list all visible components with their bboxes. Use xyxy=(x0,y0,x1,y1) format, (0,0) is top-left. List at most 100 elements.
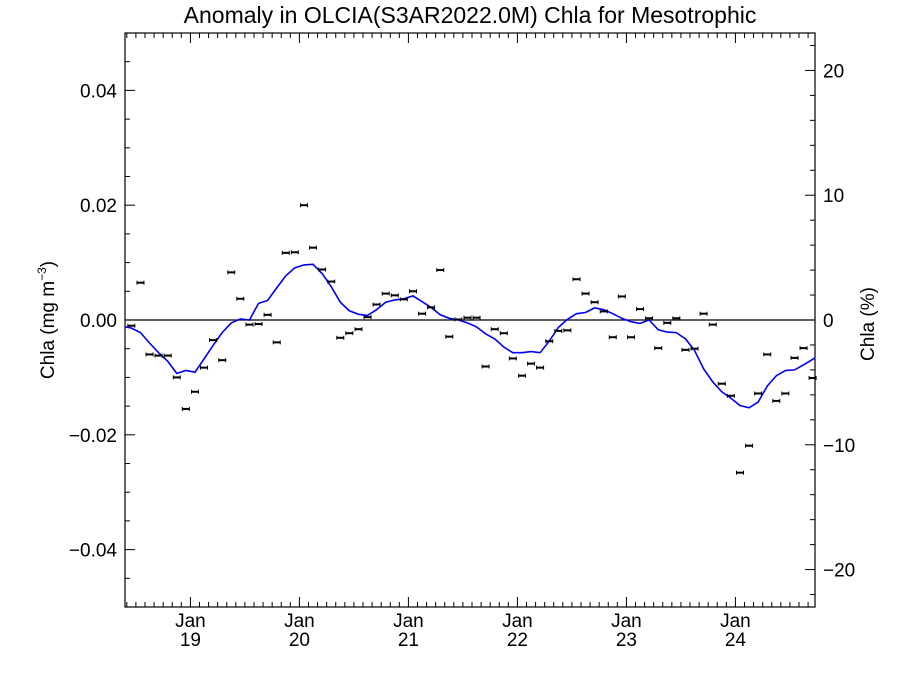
data-point xyxy=(545,339,554,344)
x-tick-label-month: Jan xyxy=(393,611,424,632)
y-tick-label-left: −0.02 xyxy=(69,426,117,447)
data-point xyxy=(390,293,399,298)
data-point xyxy=(508,356,517,361)
data-point xyxy=(209,338,218,343)
data-point xyxy=(736,470,745,475)
data-point xyxy=(681,347,690,352)
data-point xyxy=(381,291,390,296)
data-point xyxy=(481,364,490,369)
x-tick-label-month: Jan xyxy=(611,611,642,632)
data-point xyxy=(699,311,708,316)
data-point xyxy=(445,334,454,339)
y-axis-label-left: Chla (mg m−3) xyxy=(35,261,59,379)
x-tick-label-year: 23 xyxy=(616,630,637,651)
data-point xyxy=(163,353,172,358)
data-point xyxy=(572,277,581,282)
data-point xyxy=(408,289,417,294)
data-point xyxy=(790,355,799,360)
data-point xyxy=(627,335,635,340)
data-point xyxy=(354,327,363,332)
data-point xyxy=(263,312,272,317)
data-point xyxy=(590,300,599,305)
data-point xyxy=(563,328,572,333)
data-point xyxy=(254,322,263,327)
data-point xyxy=(472,315,481,320)
data-point xyxy=(127,323,136,328)
y-tick-label-right: −20 xyxy=(823,561,855,582)
x-tick-label-month: Jan xyxy=(284,611,315,632)
y-tick-label-right: 10 xyxy=(823,186,844,207)
y-tick-label-left: 0.02 xyxy=(80,196,117,217)
data-point xyxy=(527,361,536,366)
data-point xyxy=(645,316,654,321)
data-point xyxy=(517,373,526,378)
data-point xyxy=(754,391,763,396)
data-point xyxy=(581,291,590,296)
x-tick-label-month: Jan xyxy=(175,611,206,632)
data-point xyxy=(672,316,681,321)
data-point xyxy=(636,307,645,312)
data-point xyxy=(772,398,781,403)
data-point xyxy=(781,391,790,396)
data-point xyxy=(427,305,436,310)
data-point xyxy=(327,279,336,284)
data-point xyxy=(272,340,281,345)
data-point xyxy=(363,315,372,320)
x-tick-label-year: 19 xyxy=(180,630,201,651)
data-point xyxy=(418,311,427,316)
data-point xyxy=(690,346,699,351)
x-tick-label-year: 20 xyxy=(289,630,310,651)
data-point xyxy=(554,328,563,333)
data-point xyxy=(608,335,617,340)
x-tick-label-year: 21 xyxy=(398,630,419,651)
data-point xyxy=(245,322,254,327)
data-point xyxy=(399,297,408,302)
data-point xyxy=(181,406,190,411)
data-point xyxy=(763,352,772,357)
smoothed-anomaly-line xyxy=(124,263,816,409)
data-point xyxy=(808,375,817,380)
data-point xyxy=(336,335,345,340)
y-tick-label-left: 0.00 xyxy=(80,311,117,332)
data-point xyxy=(663,320,672,325)
y-tick-label-left: 0.04 xyxy=(80,81,117,102)
data-point xyxy=(145,352,154,357)
data-point xyxy=(290,250,299,255)
data-point xyxy=(345,331,354,336)
data-point xyxy=(136,280,145,285)
data-point xyxy=(172,375,181,380)
data-point xyxy=(463,315,472,320)
y-tick-label-right: −10 xyxy=(823,436,855,457)
y-tick-label-right: 0 xyxy=(823,311,834,332)
data-point xyxy=(617,294,626,299)
x-tick-label-year: 22 xyxy=(507,630,528,651)
x-tick-label-year: 24 xyxy=(725,630,747,651)
data-point xyxy=(190,389,199,394)
data-points-group xyxy=(127,203,817,475)
data-point xyxy=(490,327,499,332)
y-tick-label-right: 20 xyxy=(823,61,844,82)
smoothed-line-group xyxy=(124,263,816,409)
axes: 0.040.020.00−0.02−0.0420100−10−20Jan19Ja… xyxy=(69,32,855,651)
data-point xyxy=(726,393,735,398)
data-point xyxy=(154,353,163,358)
y-tick-label-left: −0.04 xyxy=(69,541,118,562)
data-point xyxy=(654,346,663,351)
chart-title: Anomaly in OLCIA(S3AR2022.0M) Chla for M… xyxy=(183,2,757,28)
data-point xyxy=(281,250,290,255)
data-point xyxy=(436,268,445,273)
data-point xyxy=(200,365,209,370)
x-tick-label-month: Jan xyxy=(502,611,533,632)
x-tick-label-month: Jan xyxy=(720,611,751,632)
data-point xyxy=(799,346,808,351)
data-point xyxy=(309,245,318,250)
data-point xyxy=(499,331,508,336)
data-point xyxy=(218,358,227,363)
data-point xyxy=(708,322,717,327)
data-point xyxy=(318,267,327,272)
data-point xyxy=(299,203,308,208)
y-axis-label-left-close: ) xyxy=(38,261,59,267)
data-point xyxy=(536,365,545,370)
